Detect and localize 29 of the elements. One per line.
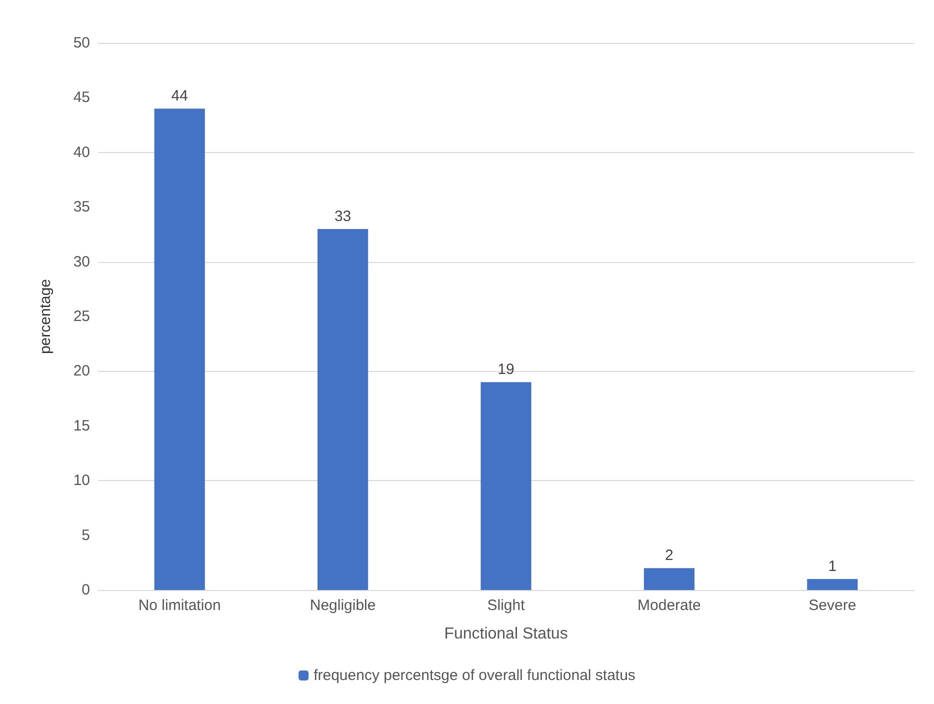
y-tick-label: 30 (73, 253, 90, 270)
y-tick-label: 20 (73, 362, 90, 380)
y-tick-label: 25 (73, 308, 90, 325)
y-tick-label: 40 (73, 144, 90, 161)
y-tick-label: 15 (73, 417, 90, 434)
x-tick-label: Negligible (310, 597, 376, 614)
data-label: 2 (665, 547, 674, 564)
x-tick-label: Slight (487, 597, 526, 614)
bar (154, 108, 205, 590)
y-tick-label: 35 (73, 198, 90, 216)
data-label: 33 (334, 208, 352, 225)
y-tick-label: 5 (82, 526, 90, 544)
x-tick-label: No limitation (138, 597, 221, 614)
bar (318, 228, 368, 590)
bar (644, 568, 694, 590)
x-tick-label: Moderate (638, 597, 701, 614)
x-axis-title: Functional Status (444, 626, 568, 642)
x-tick-label: Severe (808, 597, 856, 614)
data-label: 19 (498, 361, 514, 378)
y-axis-title: percentage (37, 278, 54, 354)
data-label: 44 (171, 88, 188, 105)
y-tick-label: 50 (73, 34, 90, 52)
legend-label: frequency percentsge of overall functional status (314, 667, 636, 684)
y-tick-label: 10 (73, 472, 90, 490)
data-label: 1 (828, 558, 837, 576)
y-tick-label: 0 (82, 582, 90, 598)
y-tick-label: 45 (73, 89, 90, 106)
bar (807, 579, 858, 590)
bar (480, 382, 532, 590)
